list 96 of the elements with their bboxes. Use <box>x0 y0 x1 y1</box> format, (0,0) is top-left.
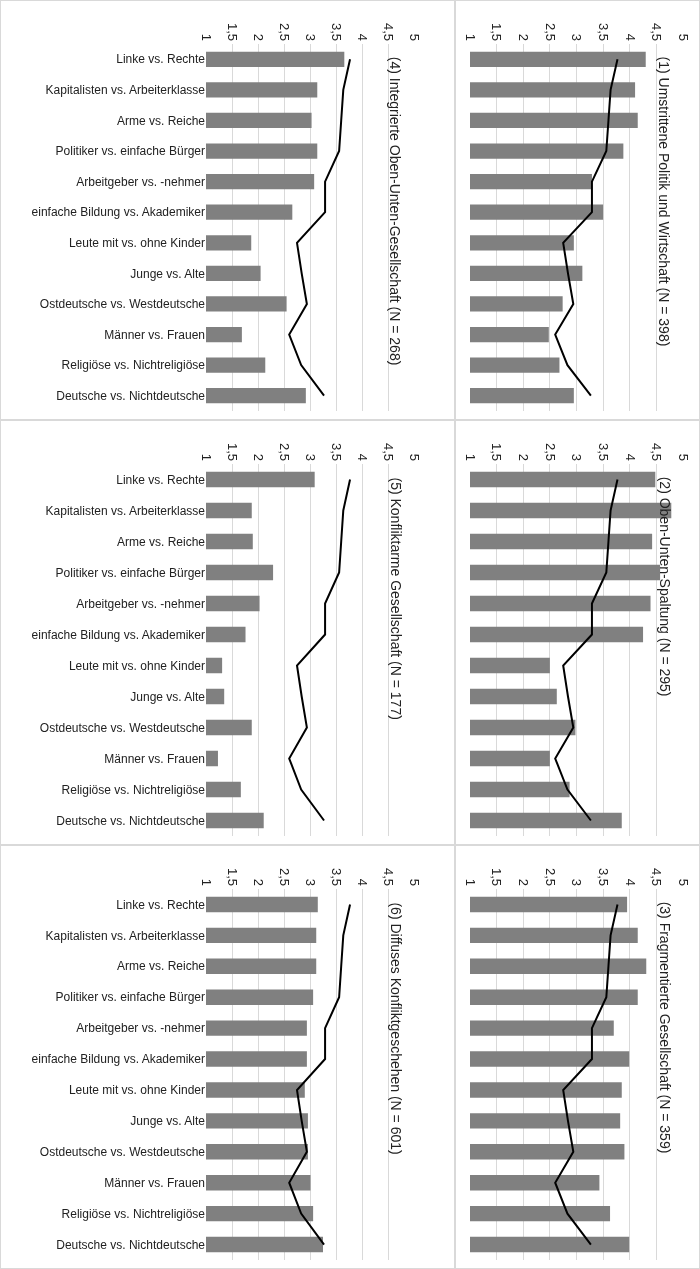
x-tick-label: 4,5 <box>380 442 396 462</box>
x-tick-label: 4,5 <box>649 22 665 42</box>
x-tick-label: 3,5 <box>328 22 344 42</box>
x-tick-label: 3,5 <box>595 22 611 42</box>
y-tick-label: Männer vs. Frauen <box>104 327 205 342</box>
x-tick-label: 1 <box>462 33 478 42</box>
y-tick-label: Leute mit vs. ohne Kinder <box>68 658 205 673</box>
y-tick-label: Junge vs. Alte <box>130 1114 206 1129</box>
text: (5) Konfliktarme Gesellschaft (N = 177) <box>387 477 404 720</box>
y-tick-label: Leute mit vs. ohne Kinder <box>68 235 205 250</box>
y-tick-label: Politiker vs. einfache Bürger <box>55 990 205 1005</box>
x-tick-label: 4,5 <box>380 867 396 887</box>
y-tick-label: einfache Bildung vs. Akademiker <box>31 627 205 642</box>
x-tick-label: 1 <box>462 453 478 462</box>
x-tick-label: 1,5 <box>224 442 240 462</box>
text: (2) Oben-Unten-Spaltung (N = 295) <box>656 476 673 697</box>
x-tick-label: 2,5 <box>542 22 558 42</box>
x-tick-label: 2,5 <box>276 442 292 462</box>
x-tick-label: 3 <box>569 33 585 42</box>
x-tick-label: 1,5 <box>224 867 240 887</box>
x-tick-label: 4,5 <box>649 442 665 462</box>
x-tick-label: 3,5 <box>595 442 611 462</box>
x-tick-label: 4 <box>622 33 638 42</box>
x-tick-label: 2 <box>516 453 532 462</box>
y-tick-label: Arbeitgeber vs. -nehmer <box>76 174 205 189</box>
x-tick-label: 1,5 <box>489 22 505 42</box>
x-tick-label: 5 <box>675 33 691 42</box>
y-tick-label: Kapitalisten vs. Arbeiterklasse <box>45 928 206 943</box>
x-tick-label: 1 <box>198 878 214 887</box>
y-tick-label: Religiöse vs. Nichtreligiöse <box>61 358 206 373</box>
x-tick-label: 2 <box>250 878 266 887</box>
x-tick-label: 2,5 <box>542 867 558 887</box>
y-tick-label: Linke vs. Rechte <box>116 52 206 67</box>
x-tick-label: 2,5 <box>276 22 292 42</box>
x-tick-label: 5 <box>406 453 422 462</box>
y-tick-label: Ostdeutsche vs. Westdeutsche <box>39 297 206 312</box>
x-tick-label: 3,5 <box>328 442 344 462</box>
x-tick-label: 4 <box>354 33 370 42</box>
x-tick-label: 1 <box>462 878 478 887</box>
y-tick-label: Leute mit vs. ohne Kinder <box>68 1083 205 1098</box>
y-tick-label: Ostdeutsche vs. Westdeutsche <box>39 1144 206 1159</box>
x-tick-label: 4,5 <box>649 867 665 887</box>
y-tick-label: Arbeitgeber vs. -nehmer <box>76 1021 205 1036</box>
x-tick-label: 2 <box>516 33 532 42</box>
y-tick-label: einfache Bildung vs. Akademiker <box>31 205 205 220</box>
x-tick-label: 5 <box>675 878 691 887</box>
x-tick-label: 1,5 <box>224 22 240 42</box>
y-tick-label: Linke vs. Rechte <box>116 897 206 912</box>
x-tick-label: 2,5 <box>276 867 292 887</box>
x-tick-label: 4 <box>622 878 638 887</box>
y-tick-label: Religiöse vs. Nichtreligiöse <box>61 782 206 797</box>
x-tick-label: 5 <box>406 33 422 42</box>
y-tick-label: Linke vs. Rechte <box>116 472 206 487</box>
x-tick-label: 4 <box>354 878 370 887</box>
text: (1) Umstrittene Politik und Wirtschaft (N = 398) <box>656 56 673 347</box>
y-tick-label: Arme vs. Reiche <box>116 113 206 128</box>
x-tick-label: 2,5 <box>542 442 558 462</box>
y-tick-label: Ostdeutsche vs. Westdeutsche <box>39 720 206 735</box>
y-tick-label: Junge vs. Alte <box>130 266 206 281</box>
y-tick-label: Politiker vs. einfache Bürger <box>55 144 205 159</box>
text: (3) Fragmentierte Gesellschaft (N = 359) <box>656 901 673 1154</box>
y-tick-label: Kapitalisten vs. Arbeiterklasse <box>45 503 206 518</box>
x-tick-label: 5 <box>675 453 691 462</box>
y-tick-label: Junge vs. Alte <box>130 689 206 704</box>
x-tick-label: 1,5 <box>489 867 505 887</box>
text: (6) Diffuses Konfliktgeschehen (N = 601) <box>387 902 404 1155</box>
x-tick-label: 1 <box>198 33 214 42</box>
y-tick-label: Arme vs. Reiche <box>116 959 206 974</box>
x-tick-label: 2 <box>250 453 266 462</box>
x-tick-label: 3 <box>302 453 318 462</box>
x-tick-label: 2 <box>516 878 532 887</box>
x-tick-label: 3 <box>569 453 585 462</box>
y-tick-label: Arme vs. Reiche <box>116 534 206 549</box>
x-tick-label: 3,5 <box>595 867 611 887</box>
y-tick-label: Arbeitgeber vs. -nehmer <box>76 596 205 611</box>
x-tick-label: 4,5 <box>380 22 396 42</box>
y-tick-label: Kapitalisten vs. Arbeiterklasse <box>45 83 206 98</box>
x-tick-label: 1 <box>198 453 214 462</box>
x-tick-label: 3 <box>302 33 318 42</box>
y-tick-label: einfache Bildung vs. Akademiker <box>31 1052 205 1067</box>
text: (4) Integrierte Oben-Unten-Gesellschaft (N = 268) <box>387 56 404 366</box>
y-tick-label: Religiöse vs. Nichtreligiöse <box>61 1206 206 1221</box>
y-tick-label: Politiker vs. einfache Bürger <box>55 565 205 580</box>
x-tick-label: 3 <box>569 878 585 887</box>
x-tick-label: 1,5 <box>489 442 505 462</box>
x-tick-label: 3 <box>302 878 318 887</box>
x-tick-label: 4 <box>622 453 638 462</box>
x-tick-label: 2 <box>250 33 266 42</box>
x-tick-label: 3,5 <box>328 867 344 887</box>
y-tick-label: Deutsche vs. Nichtdeutsche <box>56 1237 206 1252</box>
y-tick-label: Männer vs. Frauen <box>104 751 205 766</box>
x-tick-label: 4 <box>354 453 370 462</box>
y-tick-label: Deutsche vs. Nichtdeutsche <box>56 813 206 828</box>
y-tick-label: Männer vs. Frauen <box>104 1175 205 1190</box>
x-tick-label: 5 <box>406 878 422 887</box>
y-tick-label: Deutsche vs. Nichtdeutsche <box>56 388 206 403</box>
